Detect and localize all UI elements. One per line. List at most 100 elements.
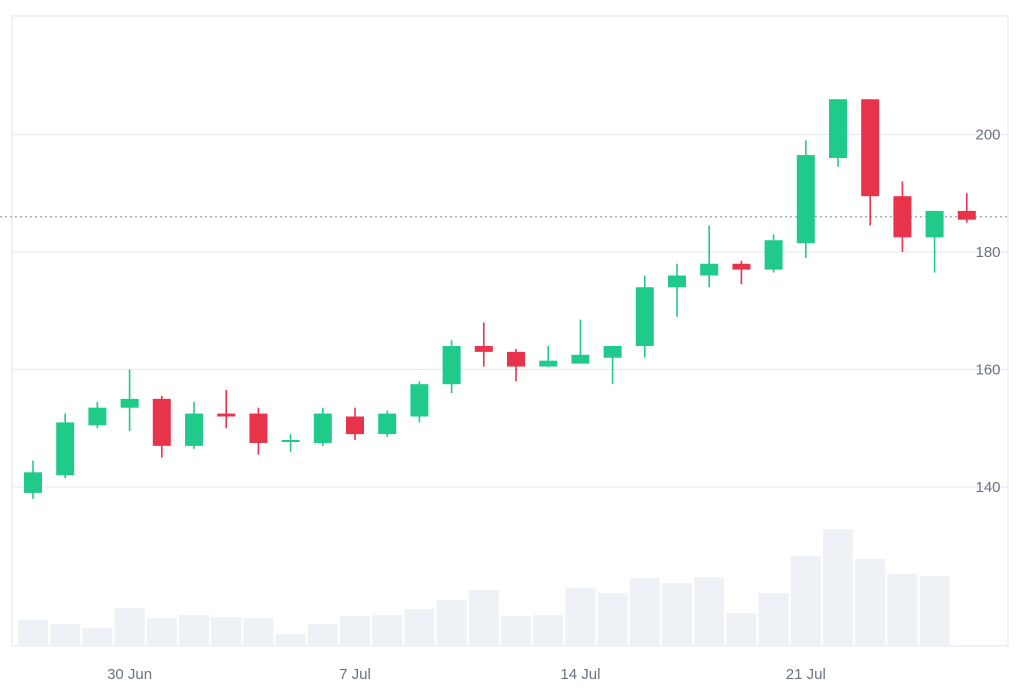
candle-up	[539, 346, 558, 367]
candle-body	[217, 413, 236, 417]
volume-bar	[275, 634, 306, 646]
candle-up	[829, 99, 847, 167]
candle-up	[313, 407, 332, 446]
candle-down	[249, 407, 268, 455]
candle-down	[474, 322, 493, 367]
y-tick-label-180: 180	[975, 244, 1000, 261]
candle-up	[925, 210, 944, 273]
candle-down	[861, 99, 880, 226]
volume-bar	[340, 616, 370, 646]
volume-bar	[629, 578, 660, 646]
candle-body	[861, 99, 880, 197]
candle-body	[571, 354, 590, 364]
volume-bar	[694, 577, 725, 646]
y-tick-label-140: 140	[975, 479, 1000, 496]
plot-border	[11, 15, 1009, 647]
volume-bar	[404, 609, 435, 646]
y-tick-label-200: 200	[975, 127, 1000, 144]
x-tick-label: 21 Jul	[786, 666, 826, 683]
candle-up	[603, 346, 622, 385]
volume-bar	[372, 615, 403, 646]
candle-up	[24, 460, 42, 499]
volume-bar	[662, 583, 692, 646]
candle-body	[249, 413, 268, 443]
candle-body	[185, 413, 203, 446]
candle-body	[281, 440, 300, 442]
candle-up	[571, 319, 590, 364]
candle-body	[668, 275, 686, 288]
candle-body	[829, 99, 847, 158]
candle-up	[635, 275, 654, 358]
volume-bar	[211, 617, 242, 646]
candle-down	[957, 193, 976, 223]
volume-bar	[726, 613, 757, 646]
candle-body	[474, 346, 493, 352]
candle-body	[410, 384, 429, 417]
candle-body	[56, 422, 75, 476]
candle-body	[893, 196, 912, 238]
x-tick-label: 7 Jul	[339, 666, 371, 683]
x-tick-label: 14 Jul	[560, 666, 600, 683]
candle-up	[668, 263, 686, 317]
volume-bar	[82, 628, 113, 646]
candle-body	[925, 210, 944, 238]
volume-bar	[758, 593, 789, 646]
volume-bar	[307, 624, 338, 646]
volume-bar	[501, 616, 531, 646]
candles	[24, 99, 976, 499]
candle-up	[796, 140, 815, 258]
candle-body	[957, 210, 976, 220]
volume-bar	[919, 576, 950, 646]
candle-body	[764, 240, 783, 270]
x-axis-ticks: 30 Jun 7 Jul 14 Jul 21 Jul	[107, 666, 826, 683]
candle-body	[378, 413, 397, 435]
candle-up	[88, 401, 107, 429]
volume-bar	[50, 624, 81, 646]
volume-bar	[114, 608, 145, 646]
volume-bar	[146, 618, 177, 646]
y-axis-ticks: 140 160 180 200	[975, 127, 1000, 497]
candle-body	[732, 263, 751, 270]
candle-up	[120, 369, 139, 432]
volume-bar	[468, 590, 499, 646]
candle-up	[281, 434, 300, 452]
candle-up	[185, 401, 203, 449]
candle-down	[152, 395, 171, 458]
candle-body	[539, 360, 558, 367]
candle-body	[313, 413, 332, 443]
candle-body	[796, 155, 815, 244]
candle-body	[24, 472, 42, 493]
candle-body	[152, 398, 171, 446]
candle-up	[442, 340, 461, 393]
volume-bar	[855, 559, 886, 646]
candle-up	[700, 225, 719, 288]
candle-body	[346, 416, 364, 435]
y-tick-label-160: 160	[975, 362, 1000, 379]
candle-body	[700, 263, 719, 276]
volume-bar	[243, 618, 274, 646]
volume-bar	[18, 620, 48, 646]
volume-bar	[790, 556, 821, 646]
candle-body	[603, 346, 622, 358]
volume-bar	[436, 600, 467, 646]
candle-body	[442, 346, 461, 385]
candle-down	[217, 390, 236, 429]
candle-down	[732, 260, 751, 285]
candle-body	[120, 398, 139, 408]
volume-bar	[597, 593, 628, 646]
candle-up	[56, 413, 75, 479]
x-tick-label: 30 Jun	[107, 666, 152, 683]
volume-bar	[887, 574, 918, 646]
candle-body	[88, 407, 107, 426]
candle-body	[507, 351, 525, 367]
candle-body	[635, 287, 654, 346]
volume-bar	[823, 529, 853, 646]
chart-frame	[11, 15, 1009, 647]
volume-bar	[179, 615, 209, 646]
candle-up	[764, 234, 783, 273]
candle-up	[410, 381, 429, 423]
volume-bar	[533, 615, 564, 646]
candle-down	[346, 407, 364, 440]
